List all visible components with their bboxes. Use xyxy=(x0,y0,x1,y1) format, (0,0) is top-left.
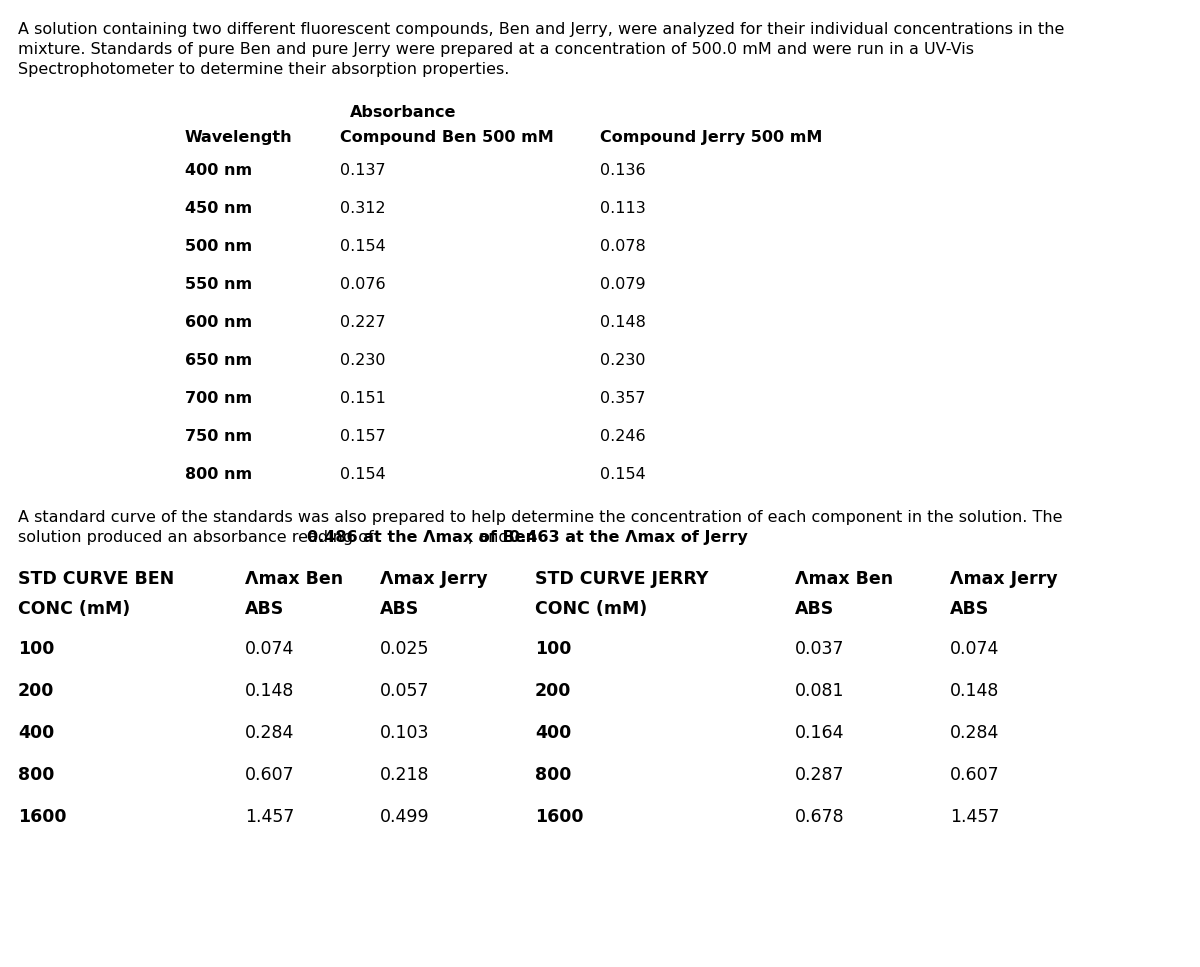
Text: 0.164: 0.164 xyxy=(796,724,845,742)
Text: CONC (mM): CONC (mM) xyxy=(18,600,131,618)
Text: 0.227: 0.227 xyxy=(340,315,385,330)
Text: 0.678: 0.678 xyxy=(796,808,845,826)
Text: 0.113: 0.113 xyxy=(600,201,646,216)
Text: .: . xyxy=(683,530,689,545)
Text: 700 nm: 700 nm xyxy=(185,391,252,406)
Text: 750 nm: 750 nm xyxy=(185,429,252,444)
Text: 0.074: 0.074 xyxy=(950,640,1000,658)
Text: A standard curve of the standards was also prepared to help determine the concen: A standard curve of the standards was al… xyxy=(18,510,1062,525)
Text: Compound Ben 500 mM: Compound Ben 500 mM xyxy=(340,130,553,145)
Text: 0.284: 0.284 xyxy=(245,724,294,742)
Text: 0.037: 0.037 xyxy=(796,640,845,658)
Text: 0.312: 0.312 xyxy=(340,201,385,216)
Text: 0.148: 0.148 xyxy=(245,682,294,700)
Text: 0.607: 0.607 xyxy=(245,766,295,784)
Text: 0.157: 0.157 xyxy=(340,429,385,444)
Text: 1.457: 1.457 xyxy=(950,808,1000,826)
Text: 800: 800 xyxy=(535,766,571,784)
Text: 100: 100 xyxy=(535,640,571,658)
Text: 0.154: 0.154 xyxy=(340,467,385,482)
Text: 1600: 1600 xyxy=(535,808,583,826)
Text: 600 nm: 600 nm xyxy=(185,315,252,330)
Text: 800: 800 xyxy=(18,766,54,784)
Text: 0.078: 0.078 xyxy=(600,239,646,254)
Text: 400: 400 xyxy=(18,724,54,742)
Text: 0.137: 0.137 xyxy=(340,163,385,178)
Text: A solution containing two different fluorescent compounds, Ben and Jerry, were a: A solution containing two different fluo… xyxy=(18,22,1064,37)
Text: ABS: ABS xyxy=(245,600,284,618)
Text: 0.076: 0.076 xyxy=(340,277,385,292)
Text: CONC (mM): CONC (mM) xyxy=(535,600,647,618)
Text: Λmax Ben: Λmax Ben xyxy=(245,570,343,588)
Text: ABS: ABS xyxy=(796,600,834,618)
Text: 0.103: 0.103 xyxy=(380,724,430,742)
Text: 400: 400 xyxy=(535,724,571,742)
Text: 0.218: 0.218 xyxy=(380,766,430,784)
Text: 0.486 at the Λmax of Ben: 0.486 at the Λmax of Ben xyxy=(307,530,538,545)
Text: 200: 200 xyxy=(535,682,571,700)
Text: Λmax Jerry: Λmax Jerry xyxy=(950,570,1057,588)
Text: ABS: ABS xyxy=(380,600,419,618)
Text: 800 nm: 800 nm xyxy=(185,467,252,482)
Text: 0.074: 0.074 xyxy=(245,640,294,658)
Text: 0.148: 0.148 xyxy=(600,315,646,330)
Text: 0.284: 0.284 xyxy=(950,724,1000,742)
Text: Compound Jerry 500 mM: Compound Jerry 500 mM xyxy=(600,130,822,145)
Text: 0.230: 0.230 xyxy=(340,353,385,368)
Text: mixture. Standards of pure Ben and pure Jerry were prepared at a concentration o: mixture. Standards of pure Ben and pure … xyxy=(18,42,974,57)
Text: 0.057: 0.057 xyxy=(380,682,430,700)
Text: 200: 200 xyxy=(18,682,54,700)
Text: 0.154: 0.154 xyxy=(340,239,385,254)
Text: 0.154: 0.154 xyxy=(600,467,646,482)
Text: 400 nm: 400 nm xyxy=(185,163,252,178)
Text: 0.148: 0.148 xyxy=(950,682,1000,700)
Text: 550 nm: 550 nm xyxy=(185,277,252,292)
Text: Absorbance: Absorbance xyxy=(350,105,456,120)
Text: 0.463 at the Λmax of Jerry: 0.463 at the Λmax of Jerry xyxy=(509,530,748,545)
Text: Wavelength: Wavelength xyxy=(185,130,293,145)
Text: STD CURVE JERRY: STD CURVE JERRY xyxy=(535,570,708,588)
Text: 0.287: 0.287 xyxy=(796,766,845,784)
Text: ABS: ABS xyxy=(950,600,989,618)
Text: 0.607: 0.607 xyxy=(950,766,1000,784)
Text: , and: , and xyxy=(468,530,514,545)
Text: 0.081: 0.081 xyxy=(796,682,845,700)
Text: 650 nm: 650 nm xyxy=(185,353,252,368)
Text: 0.151: 0.151 xyxy=(340,391,386,406)
Text: 0.499: 0.499 xyxy=(380,808,430,826)
Text: 1.457: 1.457 xyxy=(245,808,294,826)
Text: 0.025: 0.025 xyxy=(380,640,430,658)
Text: solution produced an absorbance reading of: solution produced an absorbance reading … xyxy=(18,530,379,545)
Text: 0.079: 0.079 xyxy=(600,277,646,292)
Text: 1600: 1600 xyxy=(18,808,66,826)
Text: 0.357: 0.357 xyxy=(600,391,646,406)
Text: 0.230: 0.230 xyxy=(600,353,646,368)
Text: 100: 100 xyxy=(18,640,54,658)
Text: Spectrophotometer to determine their absorption properties.: Spectrophotometer to determine their abs… xyxy=(18,62,509,77)
Text: STD CURVE BEN: STD CURVE BEN xyxy=(18,570,174,588)
Text: Λmax Jerry: Λmax Jerry xyxy=(380,570,487,588)
Text: 500 nm: 500 nm xyxy=(185,239,252,254)
Text: Λmax Ben: Λmax Ben xyxy=(796,570,893,588)
Text: 0.246: 0.246 xyxy=(600,429,646,444)
Text: 0.136: 0.136 xyxy=(600,163,646,178)
Text: 450 nm: 450 nm xyxy=(185,201,252,216)
